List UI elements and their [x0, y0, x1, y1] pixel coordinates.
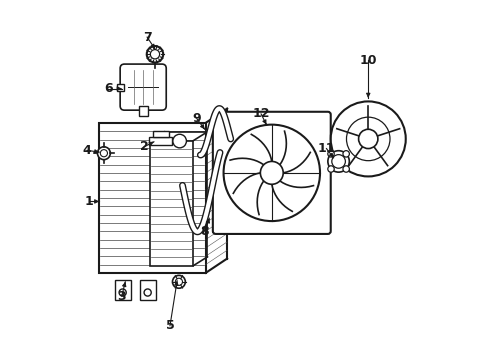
Text: 11: 11	[318, 142, 335, 155]
Text: 9: 9	[193, 112, 201, 125]
Circle shape	[147, 46, 163, 63]
Circle shape	[328, 166, 334, 172]
Text: 2: 2	[140, 140, 148, 153]
Bar	[150, 141, 193, 266]
Circle shape	[172, 275, 185, 288]
Circle shape	[359, 129, 378, 149]
Text: 12: 12	[252, 107, 270, 120]
Bar	[149, 137, 172, 145]
Circle shape	[331, 102, 406, 176]
Bar	[140, 280, 156, 300]
FancyBboxPatch shape	[120, 64, 166, 110]
Circle shape	[343, 166, 349, 172]
Circle shape	[144, 289, 151, 296]
Bar	[139, 106, 148, 116]
Circle shape	[343, 150, 349, 157]
Text: 4: 4	[83, 144, 92, 157]
Circle shape	[173, 134, 186, 148]
Circle shape	[119, 289, 126, 296]
Text: 3: 3	[118, 289, 126, 303]
Circle shape	[328, 151, 349, 172]
Text: 1: 1	[84, 195, 93, 208]
Text: 5: 5	[166, 319, 174, 332]
Circle shape	[223, 125, 320, 221]
Circle shape	[260, 161, 283, 184]
Bar	[153, 131, 169, 137]
Text: 8: 8	[201, 225, 209, 238]
Circle shape	[328, 150, 334, 157]
Bar	[115, 280, 131, 300]
Text: 10: 10	[360, 54, 377, 67]
Bar	[98, 123, 206, 273]
Bar	[117, 84, 124, 91]
Text: 7: 7	[143, 31, 151, 44]
Text: 6: 6	[104, 82, 113, 95]
FancyBboxPatch shape	[213, 112, 331, 234]
Circle shape	[98, 147, 110, 159]
